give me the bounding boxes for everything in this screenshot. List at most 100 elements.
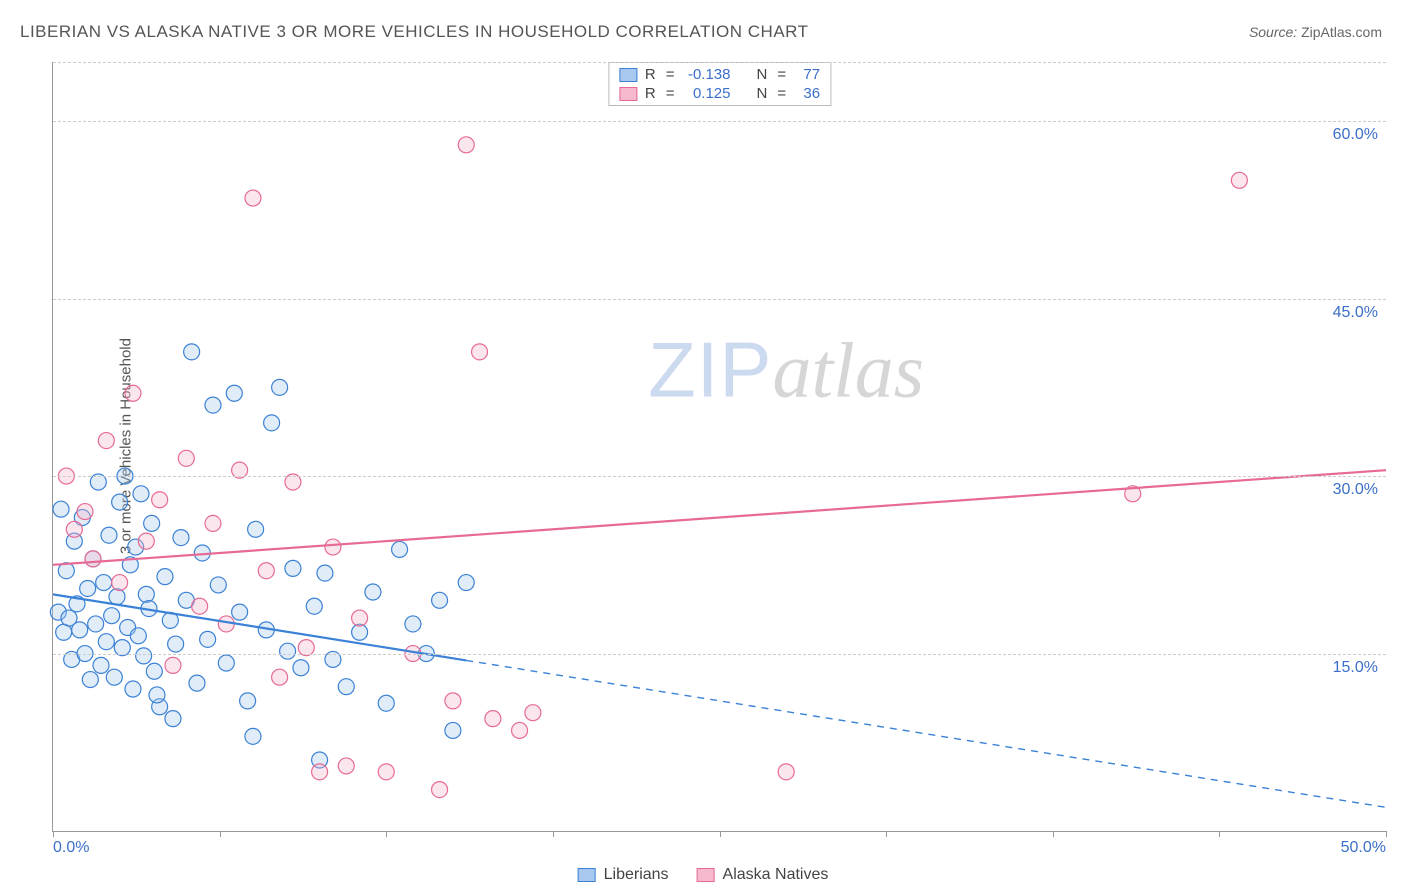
data-point (365, 584, 381, 600)
gridline (53, 654, 1386, 655)
data-point (392, 541, 408, 557)
data-point (512, 722, 528, 738)
x-tick (886, 831, 887, 837)
data-point (165, 657, 181, 673)
data-point (445, 722, 461, 738)
x-tick (386, 831, 387, 837)
chart-svg (53, 62, 1386, 831)
data-point (240, 693, 256, 709)
gridline (53, 476, 1386, 477)
trend-line (53, 470, 1386, 565)
trend-line-dashed (466, 660, 1386, 807)
data-point (98, 634, 114, 650)
data-point (168, 636, 184, 652)
legend-label: Liberians (604, 866, 669, 884)
data-point (432, 592, 448, 608)
source-value: ZipAtlas.com (1301, 24, 1382, 40)
data-point (248, 521, 264, 537)
data-point (317, 565, 333, 581)
data-point (77, 504, 93, 520)
x-tick (720, 831, 721, 837)
data-point (378, 764, 394, 780)
data-point (152, 492, 168, 508)
data-point (136, 648, 152, 664)
data-point (280, 643, 296, 659)
legend-swatch (578, 868, 596, 882)
legend-r-label: R (645, 85, 656, 102)
plot-area: ZIPatlas R=-0.138N=77R=0.125N=36 15.0%30… (52, 62, 1386, 832)
legend-label: Alaska Natives (723, 866, 829, 884)
data-point (82, 672, 98, 688)
legend-item: Liberians (578, 866, 669, 884)
legend-r-value: -0.138 (683, 66, 731, 83)
data-point (264, 415, 280, 431)
data-point (525, 705, 541, 721)
correlation-legend-row: R=-0.138N=77 (609, 65, 830, 84)
data-point (218, 655, 234, 671)
data-point (272, 379, 288, 395)
data-point (157, 569, 173, 585)
y-tick-label: 60.0% (1333, 126, 1378, 144)
data-point (285, 560, 301, 576)
data-point (338, 758, 354, 774)
equals-sign: = (777, 66, 786, 83)
data-point (85, 551, 101, 567)
data-point (210, 577, 226, 593)
data-point (205, 515, 221, 531)
data-point (245, 728, 261, 744)
data-point (106, 669, 122, 685)
x-tick (53, 831, 54, 837)
data-point (184, 344, 200, 360)
data-point (66, 521, 82, 537)
data-point (112, 494, 128, 510)
legend-n-label: N (757, 66, 768, 83)
x-tick (220, 831, 221, 837)
data-point (165, 711, 181, 727)
data-point (338, 679, 354, 695)
equals-sign: = (666, 85, 675, 102)
data-point (109, 589, 125, 605)
data-point (432, 782, 448, 798)
data-point (56, 624, 72, 640)
data-point (458, 575, 474, 591)
data-point (472, 344, 488, 360)
data-point (96, 575, 112, 591)
data-point (88, 616, 104, 632)
data-point (146, 663, 162, 679)
legend-r-value: 0.125 (683, 85, 731, 102)
data-point (173, 530, 189, 546)
data-point (293, 660, 309, 676)
x-tick (1219, 831, 1220, 837)
data-point (149, 687, 165, 703)
y-tick-label: 15.0% (1333, 659, 1378, 677)
equals-sign: = (777, 85, 786, 102)
data-point (93, 657, 109, 673)
data-point (378, 695, 394, 711)
data-point (306, 598, 322, 614)
data-point (445, 693, 461, 709)
gridline (53, 121, 1386, 122)
data-point (125, 385, 141, 401)
gridline (53, 299, 1386, 300)
y-tick-label: 45.0% (1333, 304, 1378, 322)
legend-swatch (619, 87, 637, 101)
data-point (325, 539, 341, 555)
data-point (189, 675, 205, 691)
data-point (80, 580, 96, 596)
legend-item: Alaska Natives (697, 866, 829, 884)
data-point (458, 137, 474, 153)
data-point (200, 631, 216, 647)
data-point (485, 711, 501, 727)
data-point (101, 527, 117, 543)
legend-swatch (619, 68, 637, 82)
data-point (205, 397, 221, 413)
data-point (232, 604, 248, 620)
data-point (133, 486, 149, 502)
data-point (778, 764, 794, 780)
data-point (1231, 172, 1247, 188)
correlation-legend-row: R=0.125N=36 (609, 84, 830, 103)
chart-title: LIBERIAN VS ALASKA NATIVE 3 OR MORE VEHI… (20, 22, 809, 42)
data-point (352, 610, 368, 626)
data-point (138, 586, 154, 602)
data-point (112, 575, 128, 591)
